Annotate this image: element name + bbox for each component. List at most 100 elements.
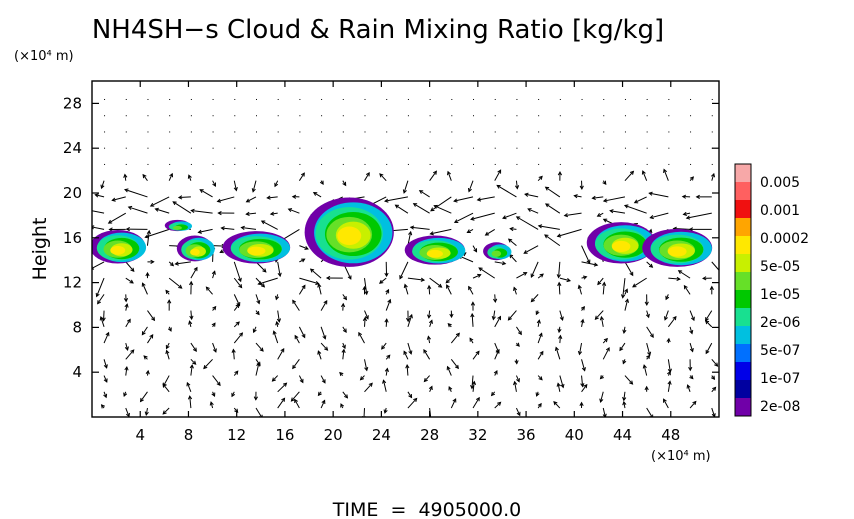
wind-arrow (602, 407, 606, 417)
wind-arrow (190, 310, 193, 320)
y-tick-label: 24 (63, 139, 82, 157)
wind-arrow (673, 228, 691, 230)
wind-arrowhead (384, 367, 389, 372)
wind-arrow (125, 366, 128, 376)
wind-arrow (145, 228, 170, 238)
wind-arrow (128, 206, 148, 214)
wind-arrow (379, 277, 387, 284)
wind-arrow (95, 194, 105, 198)
wind-arrowhead (193, 266, 198, 272)
wind-arrowhead (535, 310, 540, 316)
wind-arrowhead (103, 393, 108, 399)
wind-arrow (513, 287, 517, 295)
cloud-field (92, 197, 713, 267)
wind-arrowhead (125, 227, 130, 232)
wind-arrow (646, 326, 654, 338)
wind-arrow (581, 384, 588, 393)
wind-arrowhead (714, 362, 719, 367)
wind-arrowhead (190, 208, 195, 213)
wind-arrow (642, 170, 648, 181)
wind-arrow (168, 277, 183, 289)
wind-arrowhead (427, 314, 432, 319)
wind-arrowhead (686, 384, 691, 389)
wind-arrowhead (535, 392, 540, 397)
wind-arrowhead (368, 382, 373, 387)
wind-arrowhead (169, 262, 175, 267)
wind-arrow (574, 195, 582, 198)
wind-arrowhead (702, 276, 707, 281)
wind-arrowhead (573, 194, 578, 199)
wind-arrow (689, 342, 694, 352)
wind-arrowhead (312, 192, 318, 196)
wind-arrowhead (339, 371, 344, 377)
wind-arrow (678, 270, 691, 279)
wind-arrowhead (124, 346, 129, 351)
wind-arrowhead (476, 197, 482, 202)
wind-arrow (320, 375, 326, 384)
wind-arrowhead (501, 261, 507, 266)
wind-arrowhead (490, 391, 496, 397)
wind-arrowhead (514, 360, 519, 365)
wind-arrow (516, 216, 539, 230)
wind-arrowhead (466, 229, 471, 233)
wind-arrowhead (705, 349, 710, 355)
wind-arrowhead (577, 350, 583, 356)
wind-arrow (610, 210, 626, 214)
wind-arrowhead (142, 173, 147, 179)
wind-arrowhead (496, 184, 501, 189)
wind-arrow (172, 201, 192, 214)
wind-arrow (502, 212, 517, 219)
wind-arrowhead (689, 329, 694, 335)
wind-arrow (233, 180, 237, 191)
wind-arrowhead (217, 210, 222, 216)
wind-arrowhead (538, 175, 543, 180)
wind-arrowhead (705, 317, 709, 322)
wind-arrowhead (537, 402, 542, 408)
wind-arrowhead (187, 174, 192, 179)
wind-arrowhead (364, 366, 369, 372)
wind-arrowhead (321, 399, 326, 405)
wind-arrowhead (515, 216, 521, 221)
wind-arrowhead (382, 379, 387, 384)
wind-arrowhead (513, 380, 518, 386)
x-tick-label: 28 (420, 426, 439, 444)
wind-arrowhead (537, 224, 543, 229)
wind-arrowhead (103, 364, 108, 369)
colorbar-swatch (735, 236, 751, 255)
wind-arrow (578, 285, 583, 295)
wind-arrowhead (554, 346, 559, 351)
wind-arrowhead (689, 375, 694, 380)
wind-arrowhead (632, 283, 637, 288)
cloud-cell (190, 248, 200, 256)
wind-arrow (595, 310, 604, 320)
wind-arrowhead (428, 319, 433, 324)
wind-arrowhead (423, 377, 428, 383)
y-tick-label: 20 (63, 184, 82, 202)
wind-arrow (277, 261, 281, 277)
wind-arrowhead (189, 315, 194, 321)
wind-arrowhead (594, 315, 599, 320)
colorbar-swatch (735, 308, 751, 327)
wind-arrowhead (695, 194, 700, 200)
wind-arrowhead (149, 202, 155, 207)
wind-arrowhead (593, 262, 599, 267)
wind-arrowhead (238, 332, 244, 337)
wind-arrow (364, 359, 368, 371)
wind-arrowhead (556, 233, 562, 238)
wind-arrowhead (681, 194, 687, 199)
wind-arrowhead (216, 381, 221, 387)
wind-arrow (212, 342, 217, 353)
wind-arrowhead (107, 219, 113, 224)
wind-arrow (100, 316, 105, 327)
wind-arrow (470, 212, 495, 220)
wind-arrowhead (581, 367, 586, 372)
x-tick-label: 24 (372, 426, 391, 444)
wind-arrow (299, 277, 319, 285)
wind-arrow (407, 391, 412, 398)
wind-arrowhead (317, 283, 322, 288)
wind-arrowhead (105, 331, 110, 337)
wind-arrowhead (321, 379, 326, 384)
wind-arrowhead (124, 366, 129, 371)
wind-arrow (241, 227, 257, 230)
wind-arrow (602, 282, 605, 295)
